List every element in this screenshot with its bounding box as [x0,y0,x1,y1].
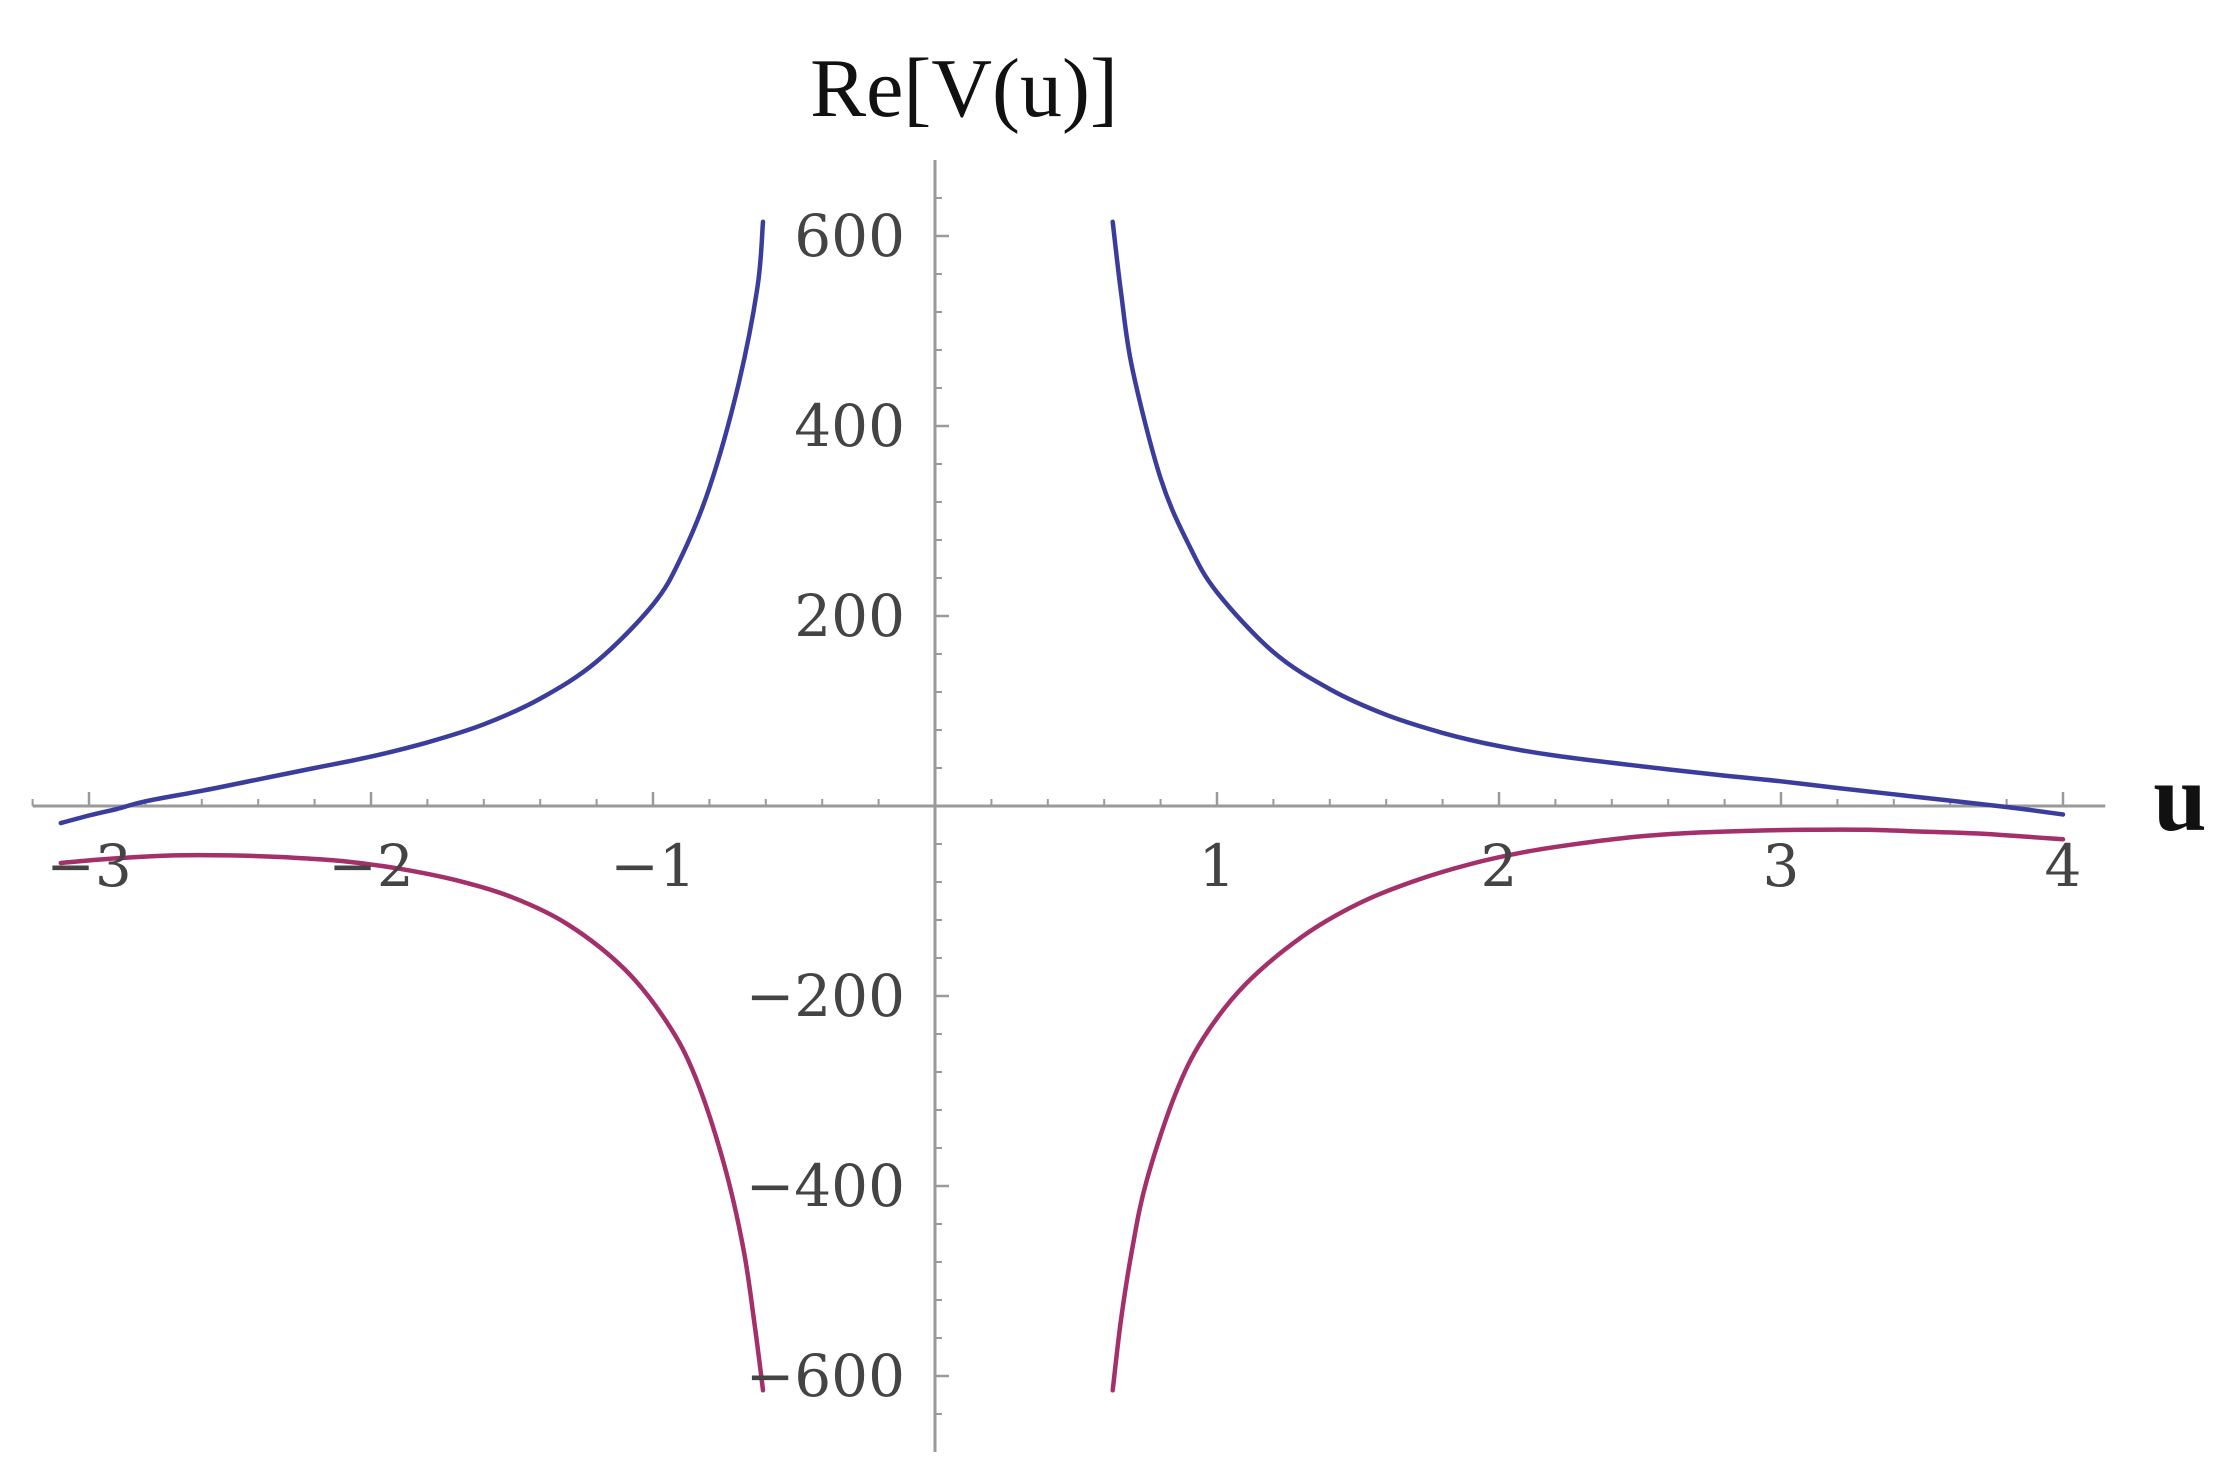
x-tick-label: −1 [610,832,696,900]
x-tick-label: 2 [1481,832,1518,900]
tick-labels: −3 −2 −1 1 2 3 4 −600 −400 −200 200 400 600 [46,202,2081,1410]
x-tick-label: −3 [46,832,132,900]
y-tick-label: −400 [746,1152,905,1220]
y-tick-label: 600 [794,202,905,270]
axes [32,160,2106,1452]
major-ticks [87,234,2065,1378]
x-tick-label: 1 [1199,832,1236,900]
x-tick-label: 3 [1763,832,1800,900]
x-tick-label: −2 [328,832,414,900]
y-axis-label: Re[V(u)] [810,42,1118,135]
x-axis-label: u [2153,744,2206,851]
series-2-line-2 [1110,827,2066,1393]
series-2-line-1 [58,852,766,1393]
series-1-line-1 [58,219,766,826]
series-1-line-2 [1110,219,2066,817]
y-tick-label: −200 [746,962,905,1030]
series-layer [58,219,2066,1393]
y-tick-label: 200 [794,582,905,650]
y-tick-label: −600 [746,1342,905,1410]
y-tick-label: 400 [794,392,905,460]
x-tick-label: 4 [2045,832,2082,900]
